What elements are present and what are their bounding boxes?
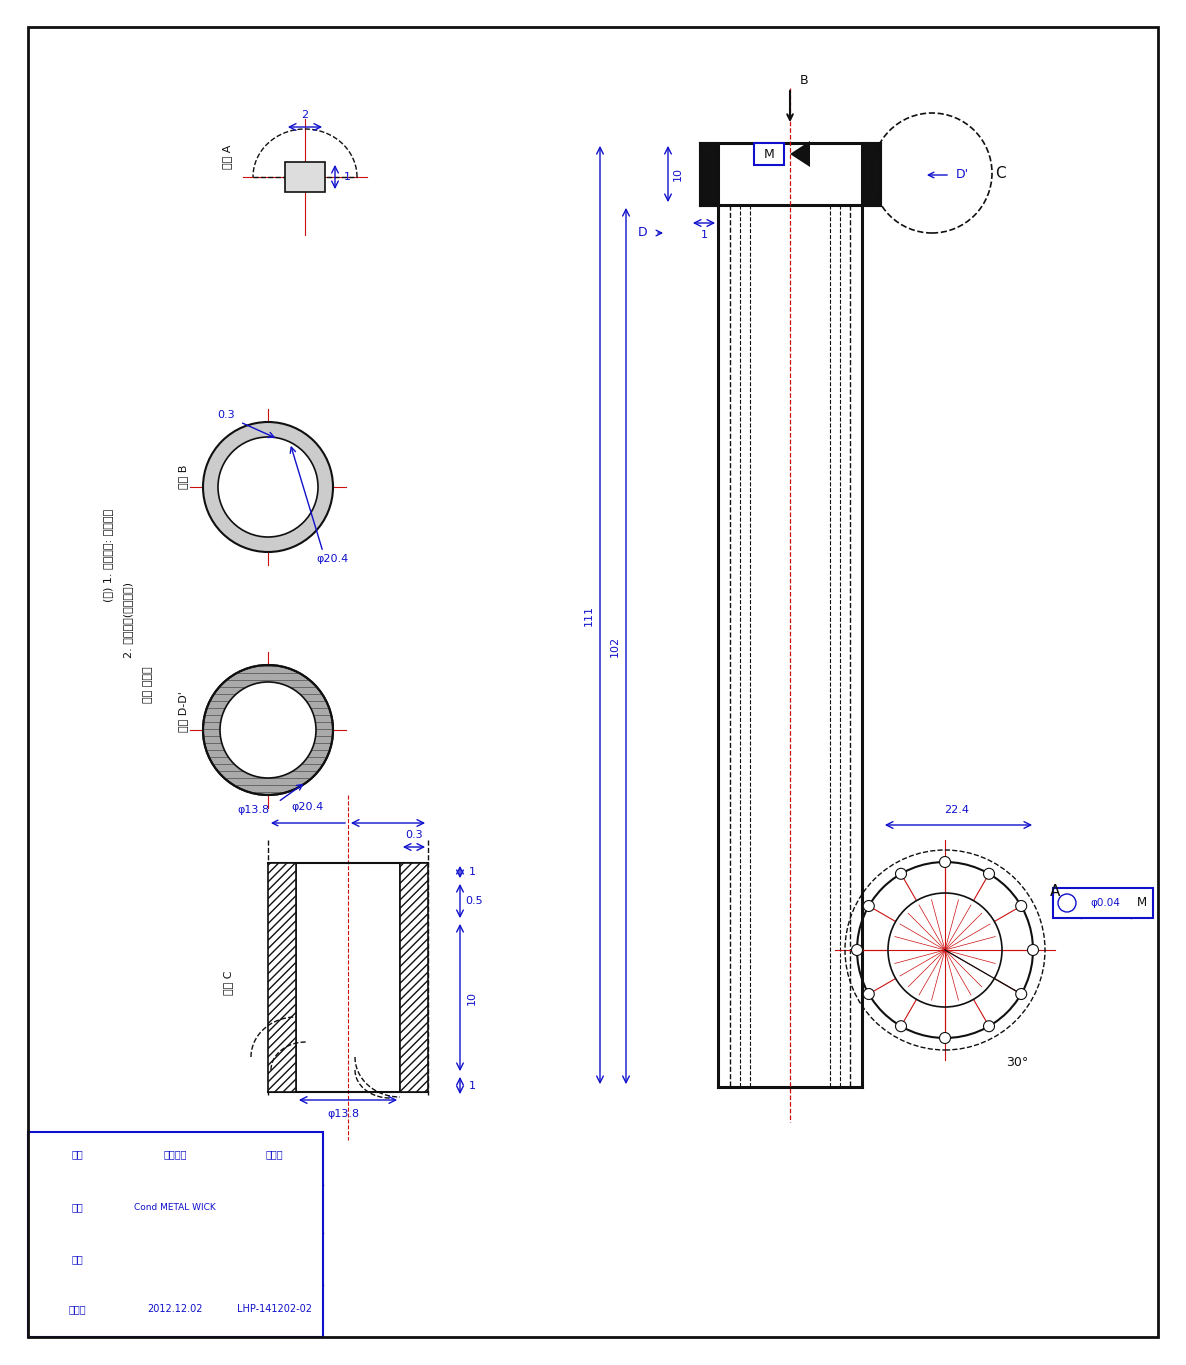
Circle shape: [939, 856, 950, 868]
Bar: [700, 143, 718, 205]
Circle shape: [1027, 945, 1039, 955]
Text: C: C: [995, 165, 1006, 180]
Text: 22.4: 22.4: [944, 805, 969, 815]
Text: 검토일: 검토일: [266, 1149, 282, 1159]
Bar: [28, 1132, 323, 1336]
Bar: [754, 143, 784, 165]
Text: Cond METAL WICK: Cond METAL WICK: [134, 1203, 216, 1212]
Text: 단면 B: 단면 B: [178, 465, 189, 489]
Text: M: M: [1137, 897, 1147, 909]
Text: (주) 1. 표면처리: 자내층면: (주) 1. 표면처리: 자내층면: [103, 508, 113, 602]
Circle shape: [852, 945, 862, 955]
Bar: [862, 143, 880, 205]
Text: 1: 1: [701, 229, 708, 240]
Text: 스케일: 스케일: [68, 1304, 85, 1314]
Text: 절은 전밀도: 절은 전밀도: [144, 666, 153, 703]
Text: LHP-141202-02: LHP-141202-02: [236, 1304, 312, 1314]
Text: 담당자명: 담당자명: [164, 1149, 186, 1159]
Text: 1: 1: [344, 172, 351, 182]
Text: φ20.4: φ20.4: [315, 554, 349, 564]
Text: 102: 102: [610, 636, 620, 657]
Circle shape: [1015, 988, 1027, 999]
Circle shape: [983, 868, 995, 879]
Text: 검토: 검토: [71, 1254, 83, 1264]
Text: 직종: 직종: [71, 1149, 83, 1159]
Text: 단면 D-D': 단면 D-D': [178, 692, 189, 733]
Circle shape: [895, 868, 906, 879]
Text: φ20.4: φ20.4: [292, 803, 324, 812]
Text: 2: 2: [301, 111, 308, 120]
Bar: [400, 863, 428, 1092]
Circle shape: [863, 901, 874, 912]
Text: 1: 1: [468, 1081, 476, 1091]
Circle shape: [218, 437, 318, 536]
Text: 단면 A: 단면 A: [222, 145, 232, 169]
Text: 0.3: 0.3: [217, 410, 235, 420]
Text: 0.5: 0.5: [465, 895, 483, 906]
Circle shape: [863, 988, 874, 999]
Circle shape: [939, 1032, 950, 1043]
Text: φ13.8: φ13.8: [237, 805, 269, 815]
Text: 설계: 설계: [71, 1203, 83, 1212]
Text: φ0.04: φ0.04: [1090, 898, 1120, 908]
Text: 30°: 30°: [1006, 1055, 1028, 1069]
Text: 10: 10: [467, 991, 477, 1005]
Text: A: A: [1050, 885, 1060, 900]
Bar: [268, 863, 296, 1092]
Text: D': D': [956, 168, 969, 182]
Text: φ13.8: φ13.8: [327, 1108, 359, 1119]
Circle shape: [203, 665, 333, 794]
Bar: [1053, 889, 1153, 919]
Bar: [285, 162, 325, 192]
Text: 2012.12.02: 2012.12.02: [147, 1304, 203, 1314]
Text: 10: 10: [672, 167, 683, 182]
Text: 0.3: 0.3: [406, 830, 423, 839]
Circle shape: [1015, 901, 1027, 912]
Text: D: D: [638, 227, 648, 239]
Text: 1: 1: [468, 867, 476, 876]
Circle shape: [219, 682, 315, 778]
Text: B: B: [799, 75, 809, 87]
Text: M: M: [764, 147, 774, 161]
Circle shape: [895, 1021, 906, 1032]
Circle shape: [203, 422, 333, 551]
Text: 111: 111: [584, 605, 594, 625]
Text: 2. 금속사망(적층정도): 2. 금속사망(적층정도): [123, 581, 133, 658]
Circle shape: [983, 1021, 995, 1032]
Text: 단면 C: 단면 C: [223, 971, 232, 995]
Polygon shape: [790, 141, 810, 167]
